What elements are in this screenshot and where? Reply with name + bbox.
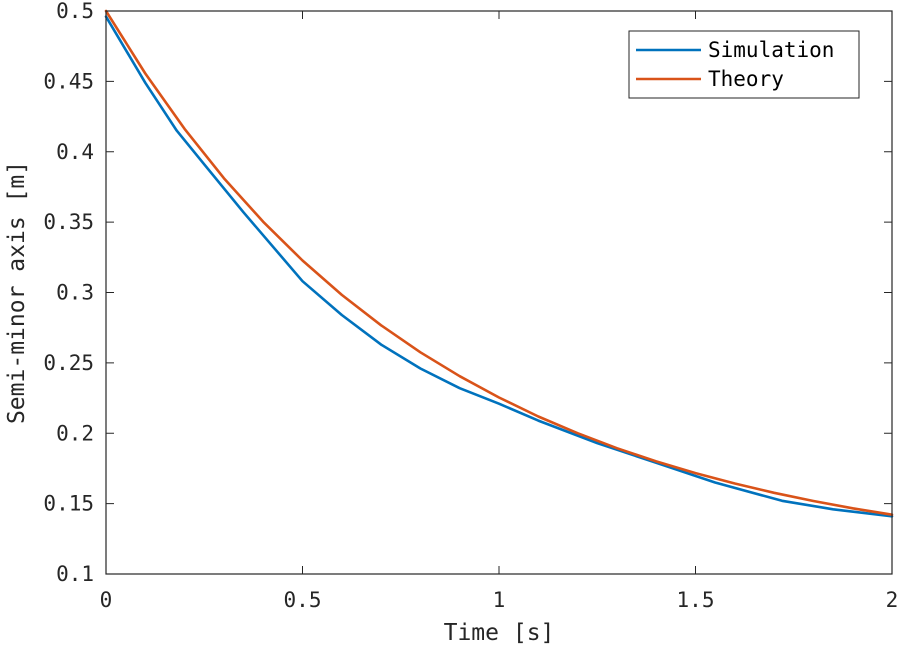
y-tick-label: 0.25 (43, 351, 94, 375)
legend: Simulation Theory (628, 30, 860, 99)
y-tick-label: 0.5 (56, 0, 94, 23)
y-axis-label: Semi-minor axis [m] (4, 161, 30, 424)
x-axis-label: Time [s] (444, 620, 555, 646)
tick-layer: 0 0.5 1 1.5 2 0.1 0.15 0.2 0.25 0.3 0.35 0.4 0.45 0.5 (43, 0, 898, 612)
x-tick-label: 0 (100, 588, 113, 612)
y-tick-label: 0.4 (56, 140, 94, 164)
legend-label-simulation: Simulation (708, 38, 834, 62)
y-tick-label: 0.45 (43, 69, 94, 93)
legend-label-theory: Theory (708, 67, 784, 91)
x-tick-label: 1.5 (677, 588, 715, 612)
series-line-theory (104, 9, 894, 517)
y-tick-label: 0.15 (43, 492, 94, 516)
series-layer (104, 9, 894, 518)
x-tick-label: 2 (886, 588, 899, 612)
x-tick-label: 1 (493, 588, 506, 612)
y-tick-label: 0.1 (56, 562, 94, 586)
y-tick-label: 0.2 (56, 421, 94, 445)
y-tick-label: 0.35 (43, 210, 94, 234)
legend-box (628, 30, 860, 99)
y-tick-label: 0.3 (56, 281, 94, 305)
x-tick-label: 0.5 (284, 588, 322, 612)
series-line-simulation (104, 15, 894, 518)
